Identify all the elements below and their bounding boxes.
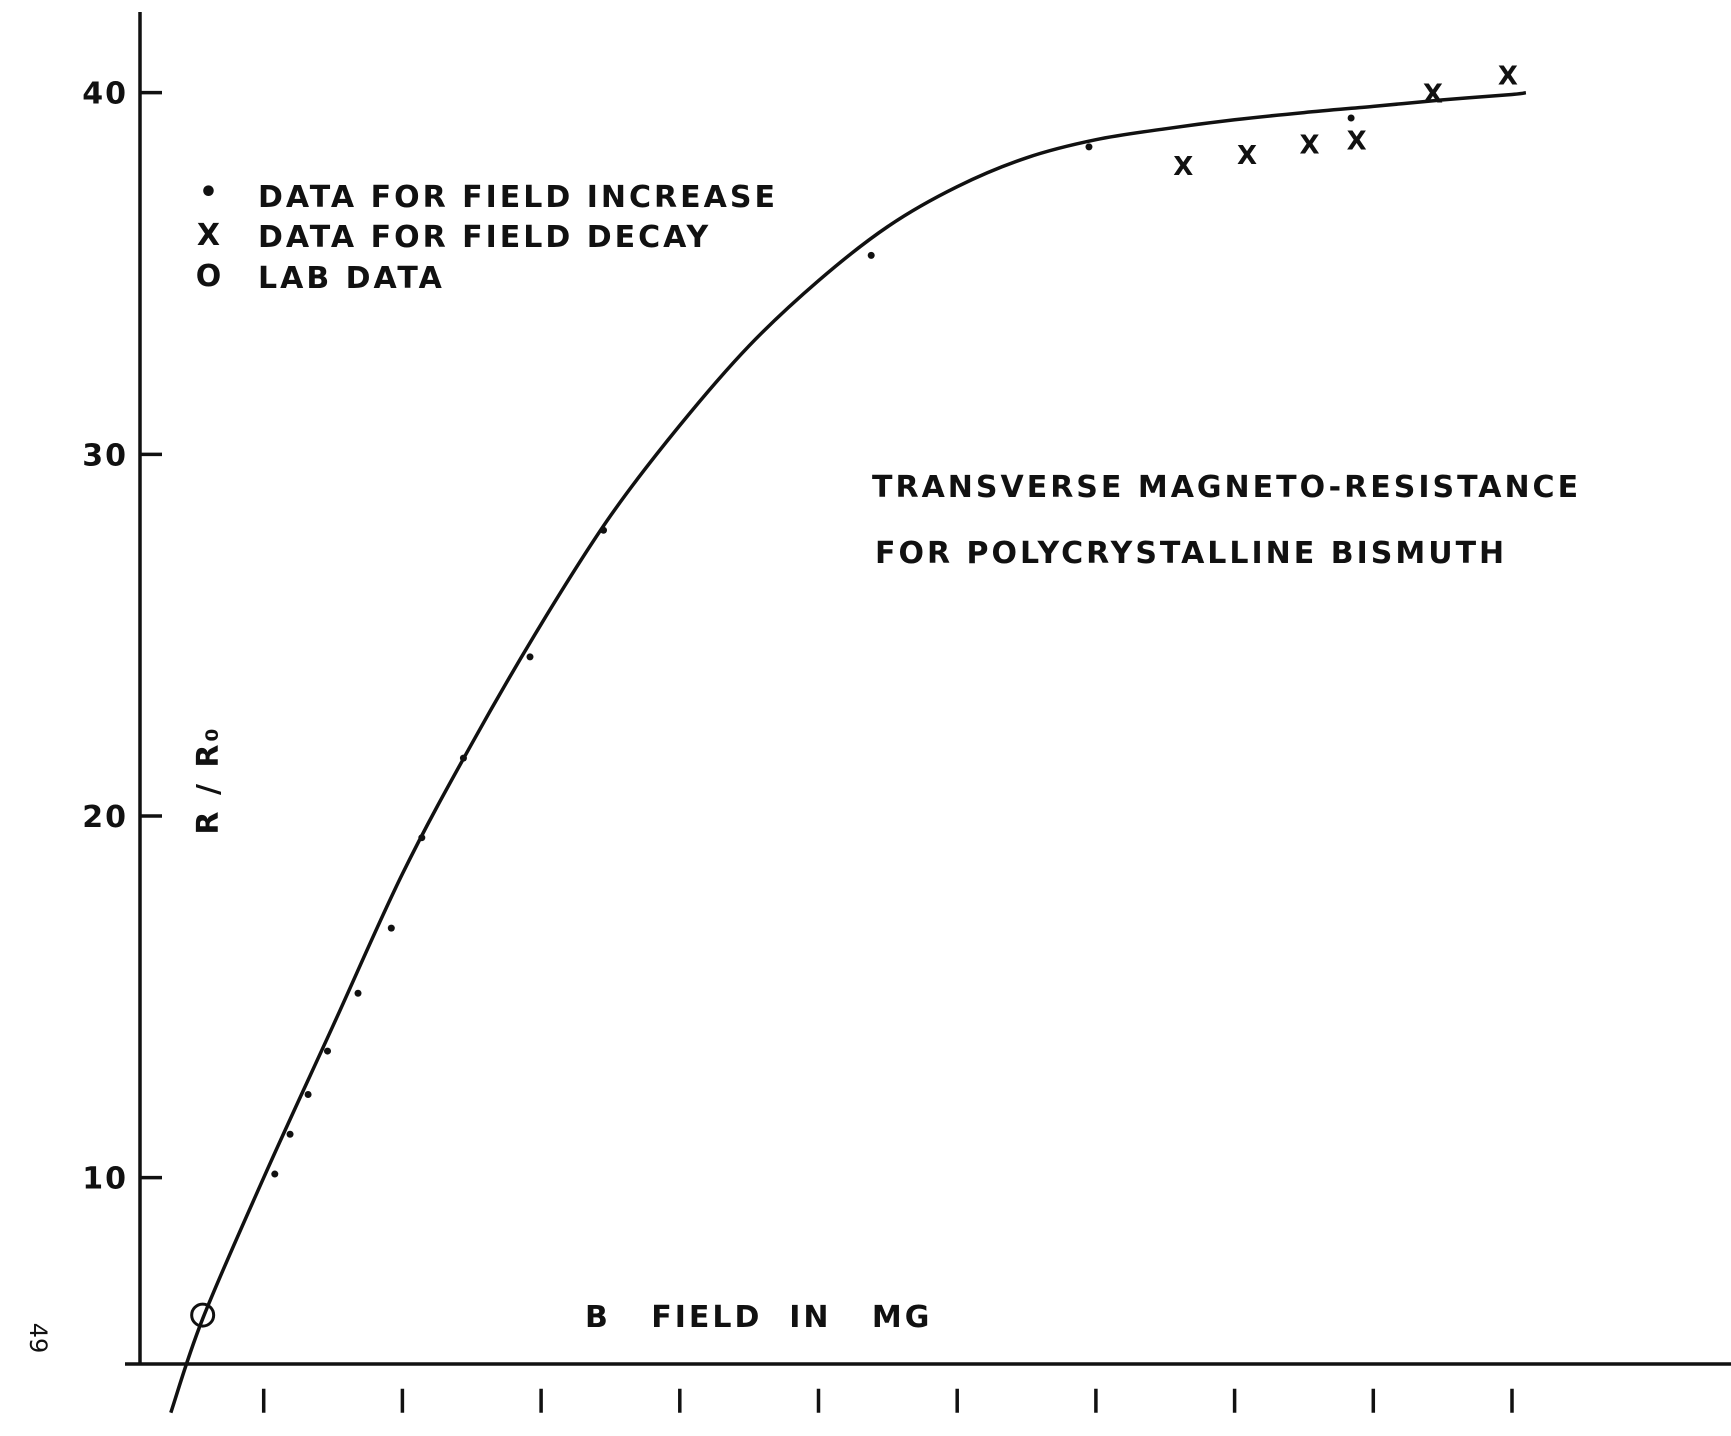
data-point-field-increase [354,989,362,997]
legend: • DATA FOR FIELD INCREASE X DATA FOR FIE… [196,175,778,296]
legend-x-symbol: X [197,218,223,253]
legend-circle-symbol: O [196,259,225,294]
data-point-lab [190,1302,216,1328]
y-ticks: 10 20 30 40 [82,77,162,1197]
data-point-field-increase [286,1130,294,1138]
data-point-field-decay: X [1498,62,1518,92]
legend-x-label: DATA FOR FIELD DECAY [258,220,711,255]
data-point-field-increase [526,653,534,661]
chart-title-line-2: FOR POLYCRYSTALLINE BISMUTH [875,536,1507,571]
legend-circle-label: LAB DATA [258,261,445,296]
x-axis-label: B FIELD IN MG [585,1300,932,1335]
fit-curve [169,90,1527,1414]
legend-dot-label: DATA FOR FIELD INCREASE [258,180,778,215]
data-point-field-increase [418,834,426,842]
y-tick-label: 40 [82,77,128,112]
data-point-field-increase [600,526,608,534]
y-tick-label: 30 [82,438,128,473]
data-point-field-increase [1085,143,1093,151]
data-point-field-decay: X [1237,141,1257,171]
chart-title-line-1: TRANSVERSE MAGNETO-RESISTANCE [872,470,1581,505]
data-points: X X X XXX [190,62,1518,1328]
axes [125,12,1731,1366]
data-point-field-increase [387,924,395,932]
data-point-field-decay: X [1423,80,1443,110]
data-point-field-increase [324,1047,332,1055]
data-point-field-decay: X [1347,127,1367,157]
data-point-field-decay: X [1173,152,1193,182]
data-point-field-increase [1347,114,1355,122]
legend-dot-symbol: • [199,175,221,210]
data-point-field-decay: X [1299,130,1319,160]
data-point-field-increase [271,1170,279,1178]
margin-note: 49 [24,1323,52,1354]
x-ticks: 0.10.23.00.40.50.60.70.80.91.0 [261,1388,1514,1413]
data-point-field-increase [304,1090,312,1098]
y-tick-label: 10 [82,1162,128,1197]
data-point-field-increase [459,754,467,762]
data-point-field-increase [867,251,875,259]
y-tick-label: 20 [82,800,128,835]
y-axis-label: R / R₀ [191,725,226,834]
